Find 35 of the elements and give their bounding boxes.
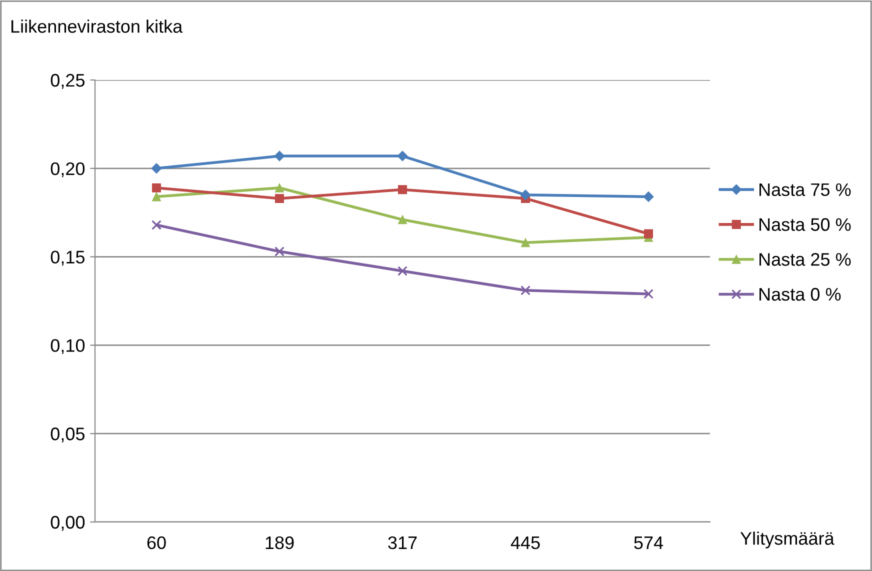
x-tick-label: 317 bbox=[388, 536, 417, 550]
point bbox=[520, 238, 530, 248]
point bbox=[274, 246, 284, 256]
y-tick-label: 0,10 bbox=[50, 339, 85, 354]
x-axis-title: Ylitysmäärä bbox=[740, 532, 834, 548]
y-tick-label: 0,25 bbox=[50, 74, 85, 89]
x-tick-label: 574 bbox=[634, 536, 664, 550]
x-tick-label: 189 bbox=[266, 536, 294, 550]
legend-label: Nasta 0 % bbox=[760, 288, 841, 301]
point bbox=[398, 266, 408, 276]
point bbox=[520, 285, 530, 296]
point bbox=[398, 215, 408, 224]
point bbox=[644, 229, 654, 238]
point bbox=[397, 150, 408, 162]
point bbox=[152, 183, 162, 192]
y-axis-title: Liikenneviraston kitka bbox=[11, 20, 183, 33]
legend-label: Nasta 25 % bbox=[760, 253, 851, 266]
point bbox=[644, 288, 654, 299]
point bbox=[274, 194, 284, 203]
y-tick-label: 0,15 bbox=[50, 250, 85, 266]
x-tick-label: 60 bbox=[147, 536, 166, 550]
point bbox=[520, 190, 531, 200]
point bbox=[398, 185, 408, 194]
x-tick-label: 445 bbox=[510, 536, 540, 550]
legend-label: Nasta 75 % bbox=[760, 183, 851, 196]
point bbox=[274, 150, 285, 162]
point bbox=[152, 192, 162, 202]
point bbox=[151, 163, 162, 174]
point bbox=[152, 220, 162, 230]
legend-label: Nasta 50 % bbox=[760, 218, 851, 231]
point bbox=[643, 191, 654, 202]
y-tick-label: 0,00 bbox=[50, 516, 85, 531]
point bbox=[274, 183, 284, 192]
y-tick-label: 0,05 bbox=[50, 428, 85, 442]
y-tick-label: 0,20 bbox=[50, 162, 85, 178]
